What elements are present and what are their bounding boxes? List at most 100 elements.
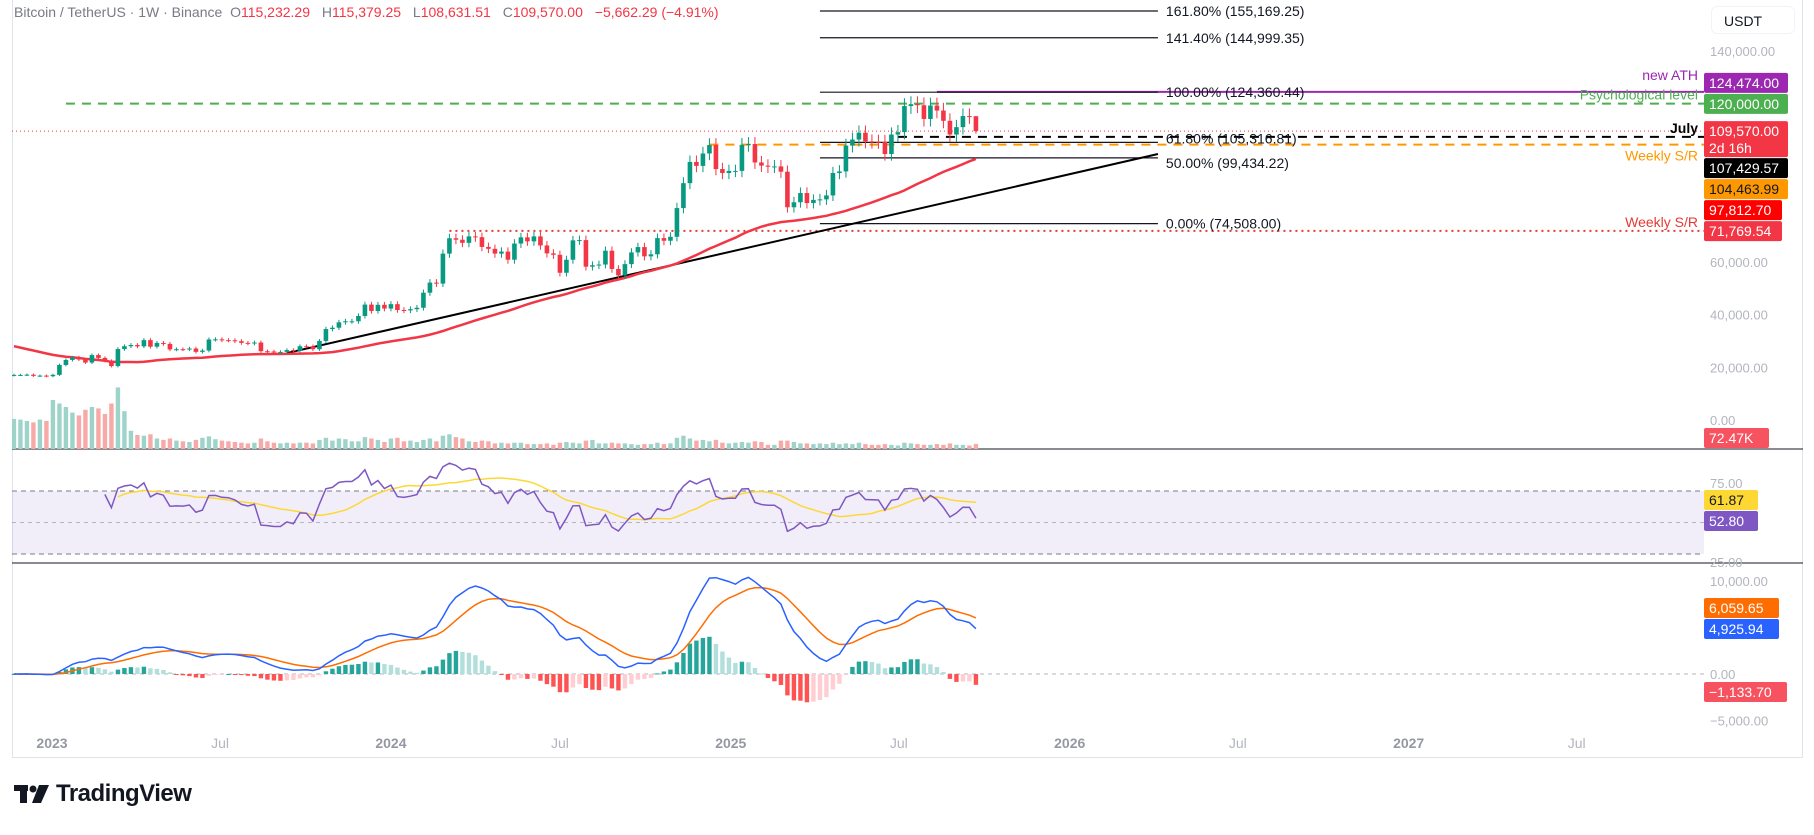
candle-body <box>707 145 712 154</box>
close-value: 109,570.00 <box>512 4 583 20</box>
macd-histogram-bar <box>291 674 296 680</box>
volume-bar <box>551 444 556 449</box>
candle-body <box>947 120 953 135</box>
volume-bar <box>837 444 842 449</box>
volume-bar <box>674 437 680 449</box>
macd-histogram-bar <box>583 674 589 688</box>
volume-bar <box>694 440 699 449</box>
candle-body <box>538 236 543 246</box>
volume-bar <box>122 411 127 449</box>
macd-histogram-bar <box>115 669 121 674</box>
candle-body <box>564 259 569 273</box>
price-pane <box>12 10 1704 449</box>
candle-body <box>525 237 530 242</box>
volume-bar <box>115 387 121 449</box>
candle-countdown: 2d 16h <box>1709 140 1752 156</box>
candle-body <box>414 307 420 310</box>
macd-histogram-bar <box>668 669 673 674</box>
volume-bar <box>375 439 381 449</box>
volume-bar <box>635 444 641 449</box>
candle-body <box>148 340 153 347</box>
symbol-title[interactable]: Bitcoin / TetherUS · 1W · Binance <box>14 4 223 20</box>
candle-body <box>310 346 316 350</box>
candle-body <box>252 342 257 344</box>
candle-body <box>161 342 166 344</box>
volume-bar <box>713 439 719 449</box>
time-axis-tick: 2027 <box>1393 735 1424 751</box>
volume-bar <box>557 442 563 449</box>
candle-body <box>622 264 628 276</box>
macd-histogram-bar <box>330 668 335 674</box>
open-value: 115,232.29 <box>240 4 310 20</box>
macd-histogram-bar <box>661 671 667 674</box>
candle-body <box>76 357 82 360</box>
fib-level-label: 61.80% (105,316.81) <box>1166 130 1297 146</box>
volume-bar <box>453 437 459 449</box>
rsi-axis-tick: 25.00 <box>1710 555 1743 570</box>
candle-body <box>726 170 732 174</box>
candle-body <box>915 104 920 106</box>
low-label: L <box>412 4 421 20</box>
macd-histogram-bar <box>382 664 387 674</box>
candle-body <box>752 144 758 163</box>
macd-histogram-bar <box>109 671 114 674</box>
volume-bar <box>44 421 49 449</box>
volume-bar <box>707 441 712 449</box>
candle-body <box>635 247 641 253</box>
macd-histogram-bar <box>889 667 894 674</box>
macd-histogram-bar <box>440 659 446 674</box>
candle-body <box>876 141 881 143</box>
price-label-text: 97,812.70 <box>1709 202 1771 218</box>
candle-body <box>902 106 907 133</box>
volume-bar <box>83 409 88 449</box>
candle-body <box>83 359 88 363</box>
macd-histogram-bar <box>473 655 478 674</box>
macd-histogram-bar <box>570 674 576 688</box>
candle-body <box>96 355 101 358</box>
currency-button[interactable]: USDT <box>1711 6 1795 34</box>
volume-bar <box>310 443 316 449</box>
macd-histogram-bar <box>252 674 257 677</box>
price-label-text: 109,570.00 <box>1709 123 1779 139</box>
candle-body <box>486 246 491 249</box>
macd-histogram-bar <box>850 666 855 674</box>
macd-histogram-bar <box>531 674 537 679</box>
candle-body <box>382 304 387 309</box>
fib-level-label: 100.00% (124,360.44) <box>1166 84 1305 100</box>
macd-histogram-bar <box>863 661 868 674</box>
volume-bar <box>284 442 290 449</box>
price-label-text: 120,000.00 <box>1709 96 1779 112</box>
volume-bar <box>252 442 257 449</box>
macd-histogram-bar <box>921 663 927 674</box>
price-label-box <box>1704 200 1782 221</box>
macd-histogram-bar <box>856 661 862 674</box>
volume-bar <box>772 444 777 449</box>
symbol-header: Bitcoin / TetherUS · 1W · Binance O115,2… <box>14 4 727 20</box>
macd-histogram-bar <box>778 674 784 685</box>
candle-body <box>180 349 186 351</box>
volume-bar <box>466 441 472 449</box>
volume-bar <box>356 441 361 449</box>
rsi-value-box <box>1704 511 1758 531</box>
volume-bar <box>746 442 751 449</box>
volume-bar <box>525 444 530 449</box>
candle-body <box>778 166 784 172</box>
candle-body <box>713 145 719 170</box>
macd-histogram-bar <box>148 668 153 674</box>
price-label-box <box>1704 179 1788 200</box>
price-label-text: 104,463.99 <box>1709 181 1779 197</box>
volume-bar <box>915 444 920 449</box>
candle-body <box>388 304 394 309</box>
macd-histogram-bar <box>408 671 413 674</box>
candle-body <box>674 208 680 237</box>
macd-histogram-bar <box>466 652 472 674</box>
rsi-value-box <box>1704 490 1758 510</box>
candle-body <box>63 359 69 365</box>
price-chart[interactable]: new ATH Psychological level July Weekly S/R… <box>0 0 1814 760</box>
volume-bar <box>564 442 569 449</box>
candle-body <box>668 236 673 241</box>
candle-body <box>356 315 361 322</box>
volume-bar <box>583 440 589 449</box>
rsi-ma-line <box>117 477 976 521</box>
macd-histogram-bar <box>187 674 192 677</box>
